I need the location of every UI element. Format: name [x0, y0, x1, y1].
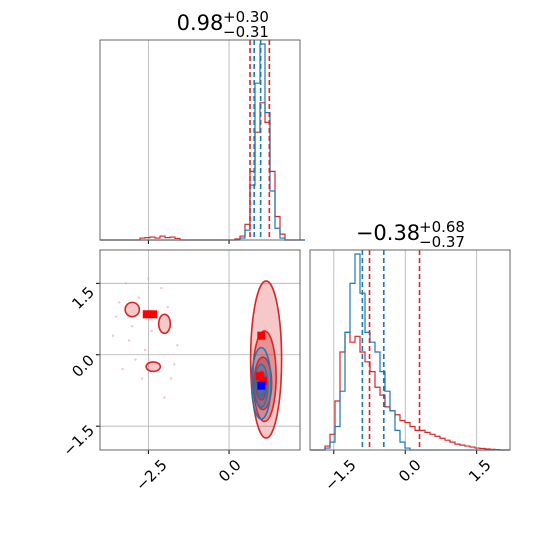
title-p1: 0.98	[177, 11, 224, 35]
scatter-point-2	[137, 296, 140, 299]
scatter-point-12	[147, 277, 150, 280]
title-p2: −0.38	[356, 221, 420, 245]
tick-label-x-p2-neg1.5: −1.5	[321, 456, 359, 494]
title-p1-plus: +0.30	[223, 8, 269, 26]
hist-p1-frame	[99, 39, 301, 241]
scatter-point-3	[160, 286, 163, 290]
tick-label-x-p2-1.5: 1.5	[465, 456, 495, 486]
red-marker-3	[255, 372, 264, 381]
tick-label-x-p2-0.0: 0.0	[395, 456, 425, 486]
hist-panel-p1	[99, 39, 305, 244]
scatter-point-9	[156, 310, 160, 314]
tick-label-y-p2-0.0: 0.0	[68, 351, 98, 381]
title-p1-minus: −0.31	[223, 23, 269, 41]
tick-label-p1-neg2.5: −2.5	[132, 456, 170, 494]
title-p2-median: −0.38	[356, 221, 420, 245]
red-contour-island-2	[145, 361, 162, 373]
red-contour-island-0	[124, 301, 141, 318]
scatter-point-18	[150, 329, 153, 333]
blue-marker-0	[257, 381, 266, 390]
hist-panel-p2	[309, 249, 511, 454]
red-marker-0	[149, 310, 158, 319]
scatter-point-19	[172, 363, 176, 366]
hist-p1-blue-series	[100, 43, 305, 241]
scatter-point-1	[114, 315, 118, 318]
title-p1-median: 0.98	[177, 11, 224, 35]
scatter-point-8	[118, 301, 121, 304]
red-contour-island-1	[157, 313, 172, 335]
hist-p1-red-series	[100, 102, 305, 241]
contour-panel-p1-p2	[96, 249, 301, 454]
scatter-point-6	[169, 377, 173, 380]
red-marker-2	[257, 331, 266, 340]
tick-label-y-p2-1.5: 1.5	[68, 283, 98, 313]
scatter-point-11	[131, 324, 134, 328]
scatter-point-13	[163, 396, 166, 399]
tick-label-p1-0.0: 0.0	[215, 456, 245, 486]
red-marker-4	[258, 376, 267, 385]
red-marker-1	[142, 310, 151, 319]
tick-label-y-p2-neg1.5: −1.5	[60, 421, 98, 459]
scatter-point-7	[134, 358, 137, 361]
scatter-point-5	[127, 339, 131, 342]
contour-frame	[99, 249, 301, 451]
scatter-point-10	[176, 344, 179, 347]
scatter-point-15	[140, 377, 144, 380]
title-p2-plus: +0.68	[419, 218, 465, 236]
scatter-point-17	[121, 367, 124, 371]
scatter-point-16	[166, 305, 169, 309]
scatter-point-4	[143, 348, 147, 352]
scatter-point-0	[124, 282, 128, 285]
hist-p2-frame	[309, 249, 511, 451]
scatter-point-14	[111, 334, 115, 337]
title-p2-minus: −0.37	[419, 233, 465, 251]
